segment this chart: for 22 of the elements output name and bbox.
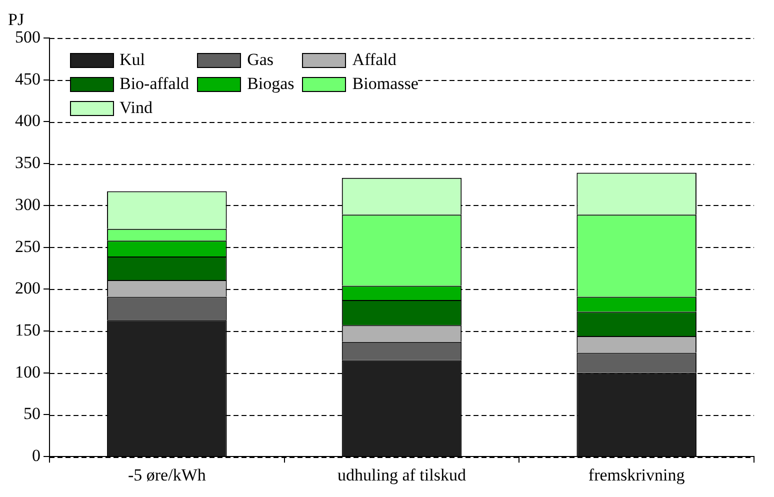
legend-label: Kul [120, 50, 145, 70]
y-tick-label: 500 [15, 27, 40, 46]
legend-label: Gas [247, 50, 274, 70]
x-tick-label: udhuling af tilskud [338, 465, 466, 484]
legend-label: Biogas [247, 74, 294, 94]
y-tick-label: 450 [15, 69, 40, 88]
y-tick-label: 0 [32, 446, 40, 466]
y-tick-label: 250 [15, 236, 40, 256]
y-tick-label: 200 [15, 278, 40, 298]
y-axis-title: PJ [8, 10, 24, 30]
y-tick-label: 400 [15, 111, 40, 130]
x-tick-label: -5 øre/kWh [128, 465, 206, 484]
y-tick-label: 300 [15, 194, 40, 214]
y-tick-label: 350 [15, 153, 40, 172]
legend-label: Biomasse [352, 74, 418, 94]
x-tick-label: fremskrivning [588, 465, 686, 484]
legend-label: Bio-affald [120, 74, 190, 94]
y-tick-label: 150 [15, 320, 40, 340]
y-tick-label: 100 [15, 362, 40, 382]
y-tick-label: 50 [24, 404, 40, 424]
legend-label: Affald [352, 50, 396, 70]
legend-label: Vind [120, 98, 152, 118]
